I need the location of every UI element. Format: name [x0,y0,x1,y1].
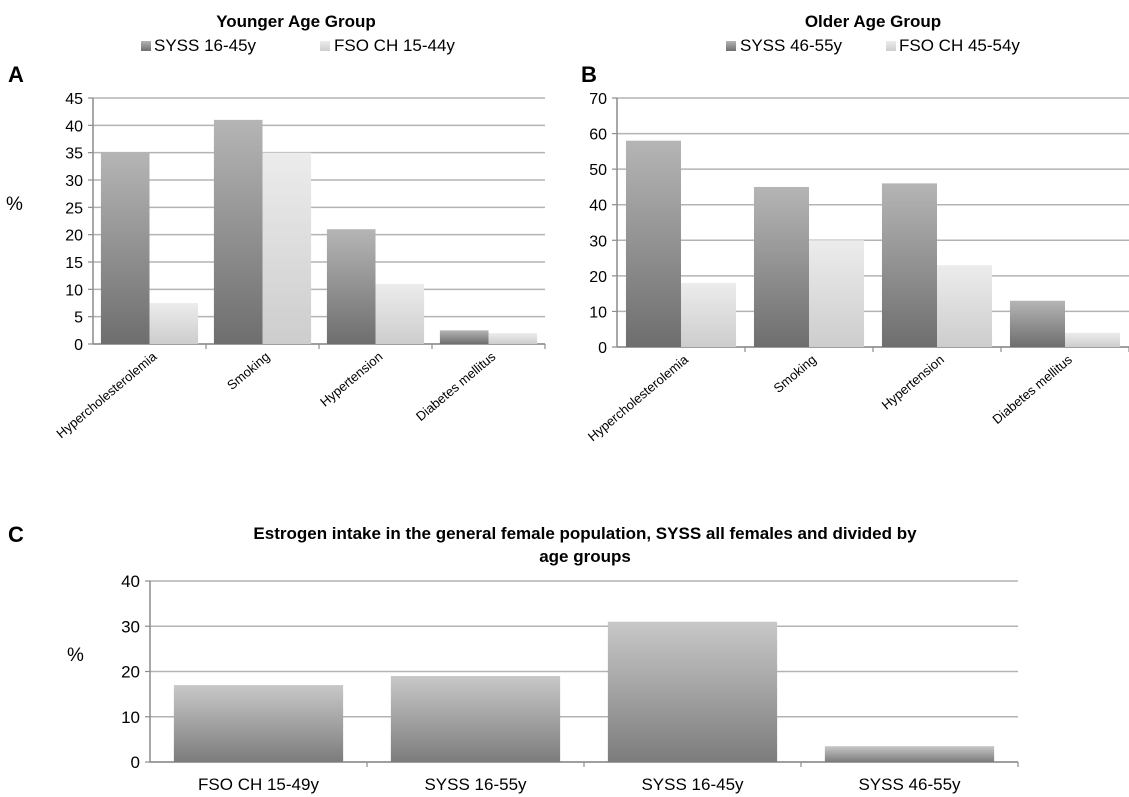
panel-b-legend-swatch-2 [886,41,896,51]
panel-a-bar-1 [326,229,376,344]
panel-a-y-tick-label: 5 [74,310,83,327]
panel-a-plot-area: 0 5 10 15 20 25 30 35 40 45 Hypercholesterolemia Sm… [53,91,546,441]
panel-a-bar-2 [149,303,199,344]
panel-a-y-tick-label: 10 [65,282,83,299]
panel-b-plot-area: 0 10 20 30 40 50 60 70 Hypercholesterolemia Smoki… [585,91,1129,444]
panel-a-legend-label-2: FSO CH 15-44y [334,36,455,55]
panel-b-x-tick-label: Diabetes mellitus [989,351,1075,426]
panel-c-x-tick-label: SYSS 46-55y [858,775,961,794]
panel-a-y-tick-label: 35 [65,146,83,163]
panel-b-bar-2 [1065,332,1121,347]
panel-a-bar-2 [262,152,312,344]
panel-b-y-tick-label: 0 [598,340,607,357]
panel-a-x-tick-label: Hypertension [317,349,385,410]
panel-c-bar-1 [390,676,561,762]
panel-b-y-tick-label: 40 [589,198,607,215]
panel-a-legend-swatch-1 [141,41,151,51]
panel-c-bar-1 [173,685,344,762]
panel-b-legend-swatch-1 [726,41,736,51]
panel-c-title-line-1: Estrogen intake in the general female po… [253,524,917,543]
panel-c-x-tick-label: FSO CH 15-49y [198,775,319,794]
panel-a-bar-1 [213,119,263,344]
panel-b-title: Older Age Group [805,12,941,31]
panel-b-x-tick-label: Smoking [771,352,819,396]
panel-b-bar-2 [937,265,993,347]
panel-c-y-tick-label: 20 [121,663,140,682]
panel-a-bar-1 [100,152,150,344]
panel-a-y-tick-label: 40 [65,118,83,135]
panel-b-x-tick-label: Hypertension [879,352,947,413]
panel-a-y-tick-label: 30 [65,173,83,190]
panel-b-x-tick-label: Hypercholesterolemia [585,351,692,444]
panel-b-letter: B [581,62,597,87]
panel-c-y-tick-label: 10 [121,708,140,727]
panel-c-bar-1 [607,621,778,762]
panel-c-y-tick-label: 0 [131,753,140,772]
panel-a-x-tick-label: Smoking [224,349,272,393]
panel-b-bar-1 [625,140,681,347]
panel-a-title: Younger Age Group [216,12,376,31]
panel-a-legend-label-1: SYSS 16-45y [154,36,257,55]
panel-b-bar-2 [681,282,737,347]
panel-b: Older Age Group SYSS 46-55y FSO CH 45-54… [581,12,1129,444]
panel-c-x-tick-label: SYSS 16-45y [641,775,744,794]
panel-c-y-tick-label: 40 [121,572,140,591]
panel-a-y-tick-label: 45 [65,91,83,108]
panel-a-letter: A [8,62,24,87]
panel-b-y-tick-label: 30 [589,233,607,250]
panel-a-x-tick-label: Hypercholesterolemia [53,348,160,441]
panel-b-y-tick-label: 70 [589,91,607,108]
panel-a-y-tick-label: 25 [65,200,83,217]
panel-a-bar-2 [375,283,425,344]
panel-a-bar-1 [439,330,489,344]
panel-b-legend-label-2: FSO CH 45-54y [899,36,1020,55]
panel-c-y-tick-label: 30 [121,617,140,636]
panel-a-y-tick-label: 0 [74,337,83,354]
panel-b-bar-1 [1009,300,1065,347]
panel-a-y-tick-label: 20 [65,228,83,245]
panel-a-y-axis-label: % [6,194,23,215]
panel-c-letter: C [8,522,24,547]
panel-b-y-tick-label: 60 [589,127,607,144]
panel-b-bar-1 [881,183,937,347]
panel-b-y-tick-label: 50 [589,162,607,179]
panel-c: Estrogen intake in the general female po… [8,522,1019,794]
panel-c-plot-area: 0 10 20 30 40 FSO CH 15-49y SYSS 16-55y SYSS 16… [121,572,1019,794]
panel-a-legend-swatch-2 [320,41,330,51]
panel-c-bar-1 [824,746,995,762]
panel-b-bar-1 [753,186,809,347]
panel-c-x-tick-label: SYSS 16-55y [424,775,527,794]
panel-a-y-tick-label: 15 [65,255,83,272]
panel-c-y-axis-label: % [67,645,84,666]
panel-a: Younger Age Group SYSS 16-45y FSO CH 15-… [6,12,546,441]
panel-b-y-tick-label: 20 [589,269,607,286]
panel-b-y-tick-label: 10 [589,304,607,321]
panel-b-legend-label-1: SYSS 46-55y [740,36,843,55]
panel-a-x-tick-label: Diabetes mellitus [413,348,499,423]
panel-b-bar-2 [809,240,865,347]
panel-c-title-line-2: age groups [539,547,631,566]
panel-a-bar-2 [488,333,538,344]
